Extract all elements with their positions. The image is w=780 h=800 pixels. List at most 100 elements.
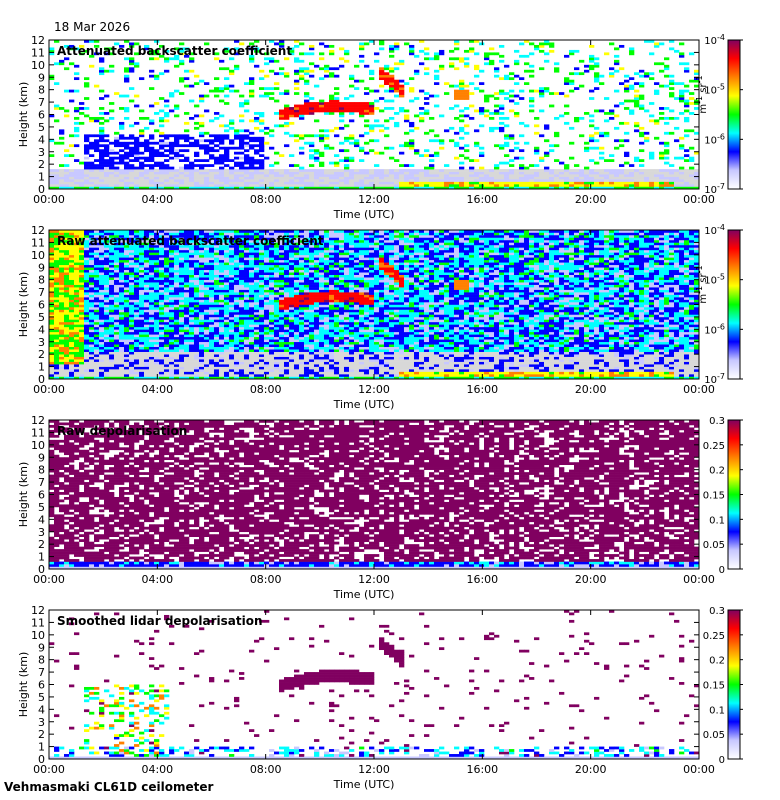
y-tick-label: 3	[38, 526, 45, 539]
heatmap-cells	[49, 610, 700, 760]
x-tick-label: 00:00	[33, 763, 65, 776]
colorbar-tick-label: 0.1	[709, 705, 725, 716]
y-tick-label: 5	[38, 691, 45, 704]
y-tick-label: 3	[38, 716, 45, 729]
chart-smoothed-depolarisation: Smoothed lidar depolarisation01234567891…	[17, 604, 743, 791]
y-tick-label: 1	[38, 551, 45, 564]
colorbar-tick-label: 10-4	[704, 223, 725, 237]
x-tick-label: 20:00	[575, 573, 607, 586]
colorbar-tick-label: 0	[719, 565, 725, 576]
y-tick-label: 9	[38, 451, 45, 464]
colorbar-unit: m-1 sr-1	[695, 75, 709, 113]
heatmap-cells	[49, 40, 700, 190]
chart-title: Smoothed lidar depolarisation	[57, 614, 263, 628]
colorbar	[727, 229, 741, 380]
y-tick-label: 7	[38, 96, 45, 109]
x-axis-label: Time (UTC)	[333, 588, 395, 600]
x-tick-label: 08:00	[250, 193, 282, 206]
colorbar-tick-label: 0.05	[703, 540, 725, 551]
colorbar-tick-label: 0	[719, 755, 725, 766]
y-tick-label: 12	[31, 34, 45, 47]
x-tick-label: 04:00	[141, 573, 173, 586]
panel-raw-attenuated-backscatter: Raw attenuated backscatter coefficient 0 1…	[0, 220, 780, 411]
y-tick-label: 5	[38, 311, 45, 324]
colorbar-tick-label: 0.2	[709, 466, 725, 477]
colorbar-tick-label: 10-7	[704, 182, 725, 196]
x-tick-label: 00:00	[33, 383, 65, 396]
x-tick-label: 00:00	[33, 193, 65, 206]
heatmap-cells	[49, 230, 700, 380]
x-tick-label: 04:00	[141, 193, 173, 206]
y-tick-label: 9	[38, 261, 45, 274]
x-tick-label: 08:00	[250, 383, 282, 396]
y-tick-label: 0	[38, 563, 45, 576]
colorbar-tick-label: 10-5	[704, 273, 725, 287]
y-tick-label: 1	[38, 361, 45, 374]
x-tick-label: 00:00	[33, 573, 65, 586]
y-tick-label: 0	[38, 753, 45, 766]
x-tick-label: 00:00	[683, 573, 715, 586]
y-tick-label: 6	[38, 489, 45, 502]
x-axis-label: Time (UTC)	[333, 208, 395, 220]
colorbar-tick-label: 10-5	[704, 83, 725, 97]
footer-caption: Vehmasmaki CL61D ceilometer	[4, 780, 214, 794]
x-tick-label: 16:00	[466, 383, 498, 396]
colorbar-tick-label: 10-7	[704, 372, 725, 386]
y-tick-label: 5	[38, 121, 45, 134]
y-axis-label: Height (km)	[17, 462, 30, 528]
y-tick-label: 10	[31, 249, 45, 262]
x-tick-label: 12:00	[358, 573, 390, 586]
colorbar-tick-label: 0.15	[703, 681, 725, 692]
y-tick-label: 9	[38, 641, 45, 654]
y-tick-label: 11	[31, 426, 45, 439]
y-tick-label: 11	[31, 236, 45, 249]
x-tick-label: 16:00	[466, 573, 498, 586]
x-tick-label: 20:00	[575, 383, 607, 396]
colorbar	[727, 609, 741, 760]
y-tick-label: 11	[31, 616, 45, 629]
y-tick-label: 4	[38, 323, 45, 336]
y-tick-label: 2	[38, 538, 45, 551]
y-tick-label: 10	[31, 629, 45, 642]
y-tick-label: 7	[38, 476, 45, 489]
colorbar-tick-label: 10-6	[704, 132, 725, 146]
x-tick-label: 00:00	[683, 763, 715, 776]
y-tick-label: 12	[31, 224, 45, 237]
page-date: 18 Mar 2026	[54, 20, 131, 34]
x-axis-label: Time (UTC)	[333, 778, 395, 790]
colorbar-unit: m-1 sr-1	[695, 265, 709, 303]
y-tick-label: 8	[38, 84, 45, 97]
colorbar-tick-label: 0.15	[703, 491, 725, 502]
panel-smoothed-depolarisation: Smoothed lidar depolarisation 0 1 2 3 4 5 6 7 8 9 1…	[0, 600, 780, 791]
heatmap-cells	[49, 420, 700, 570]
y-tick-label: 0	[38, 183, 45, 196]
colorbar-tick-label: 0.1	[709, 515, 725, 526]
colorbar-tick-label: 0.3	[709, 416, 725, 427]
y-tick-label: 5	[38, 501, 45, 514]
colorbar	[727, 419, 741, 570]
colorbar-tick-label: 0.2	[709, 656, 725, 667]
x-tick-label: 08:00	[250, 573, 282, 586]
colorbar-tick-label: 0.25	[703, 441, 725, 452]
y-tick-label: 2	[38, 728, 45, 741]
x-axis-label: Time (UTC)	[333, 398, 395, 410]
y-tick-label: 8	[38, 274, 45, 287]
y-tick-label: 7	[38, 286, 45, 299]
x-tick-label: 20:00	[575, 763, 607, 776]
panel-raw-depolarisation: Raw depolarisation 0 1 2 3 4 5 6 7 8 9 10 11 12 00:00 0…	[0, 410, 780, 601]
colorbar-tick-label: 10-6	[704, 322, 725, 336]
colorbar-tick-label: 0.25	[703, 631, 725, 642]
y-tick-label: 4	[38, 703, 45, 716]
y-tick-label: 0	[38, 373, 45, 386]
x-tick-label: 12:00	[358, 763, 390, 776]
colorbar-tick-label: 10-4	[704, 33, 725, 47]
y-tick-label: 6	[38, 299, 45, 312]
y-tick-label: 10	[31, 59, 45, 72]
x-tick-label: 04:00	[141, 383, 173, 396]
colorbar-tick-label: 0.05	[703, 730, 725, 741]
y-tick-label: 9	[38, 71, 45, 84]
y-tick-label: 1	[38, 741, 45, 754]
y-tick-label: 8	[38, 464, 45, 477]
x-tick-label: 16:00	[466, 763, 498, 776]
